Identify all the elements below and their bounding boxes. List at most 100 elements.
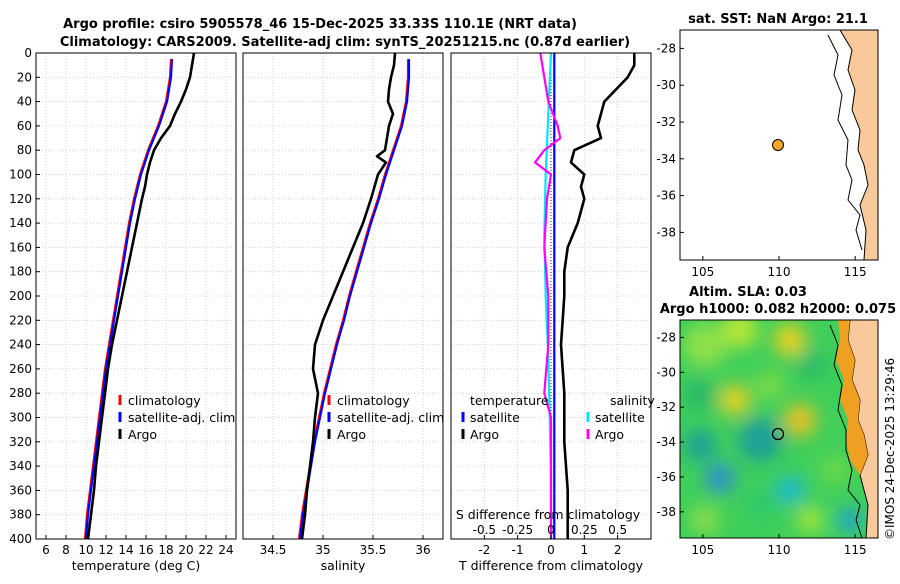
temperature-plot: 6 8 10 12 14 16 18 20 22 24 temperature (deg C) 0 20…	[9, 46, 237, 573]
sal-xtick-label: 35.5	[360, 543, 387, 557]
temp-ytick-label: 120	[9, 192, 32, 206]
sla-map: Altim. SLA: 0.03 Argo h1000: 0.082 h2000…	[656, 285, 896, 557]
sal-legend-label: Argo	[337, 427, 366, 442]
temp-legend-label: Argo	[128, 427, 157, 442]
diff-x2tick-label: 0.5	[608, 523, 627, 537]
sst-map: sat. SST: NaN Argo: 21.1 105 110 115 -28 -30…	[656, 12, 879, 279]
salinity-plot: 34.5 35 35.5 36 salinity climatology satellite…	[242, 52, 444, 573]
diff-x2tick-label: 0.25	[571, 523, 598, 537]
temp-ytick-label: 220	[9, 313, 32, 327]
temp-xlabel: temperature (deg C)	[72, 558, 201, 573]
sla-ytick-label: -34	[656, 435, 676, 449]
sla-argo-marker	[771, 427, 785, 441]
temp-xtick-label: 6	[42, 543, 50, 557]
sst-ytick-label: -32	[656, 115, 676, 129]
sla-ytick-label: -38	[656, 505, 676, 519]
diff-legend-temp-label: Argo	[470, 427, 499, 442]
temp-legend-label: climatology	[128, 393, 201, 408]
sla-map-title-1: Altim. SLA: 0.03	[689, 285, 807, 300]
diff-x2label: S difference from climatology	[456, 507, 641, 522]
temp-ytick-label: 20	[17, 70, 32, 84]
temp-ytick-label: 80	[17, 143, 32, 157]
sla-ytick-label: -36	[656, 470, 676, 484]
sla-map-axes: 105 110 115 -28 -30 -32 -34 -36 -38	[656, 330, 866, 557]
temp-ytick-label: 400	[9, 532, 32, 546]
sal-legend-label: satellite-adj. clim	[337, 410, 444, 425]
sst-ytick-label: -30	[656, 78, 676, 92]
diff-xlabel: T difference from climatology	[458, 558, 644, 573]
temp-xtick-label: 14	[118, 543, 133, 557]
temp-ytick-label: 240	[9, 338, 32, 352]
diff-legend-sal-title: salinity	[610, 393, 655, 408]
diff-legend-sal-label: satellite	[595, 410, 645, 425]
sst-map-axes: 105 110 115 -28 -30 -32 -34 -36 -38	[656, 41, 866, 279]
timestamp: ©IMOS 24-Dec-2025 13:29:46	[883, 358, 897, 540]
diff-x2tick-label: -0.25	[502, 523, 533, 537]
temp-series-argo	[86, 52, 196, 540]
temp-ytick-label: 140	[9, 216, 32, 230]
temp-ytick-label: 320	[9, 435, 32, 449]
temp-ytick-label: 180	[9, 265, 32, 279]
temp-ytick-label: 300	[9, 411, 32, 425]
sal-xlabel: salinity	[321, 558, 366, 573]
diff-x2tick-label: 0	[547, 523, 555, 537]
sla-field	[683, 320, 862, 534]
title-line-1: Argo profile: csiro 5905578_46 15-Dec-20…	[63, 17, 577, 32]
sal-frame	[242, 52, 444, 540]
sst-map-title: sat. SST: NaN Argo: 21.1	[688, 12, 868, 27]
sst-ytick-label: -38	[656, 225, 676, 239]
diff-xtick-label: 2	[614, 543, 622, 557]
temp-xtick-label: 10	[78, 543, 93, 557]
sla-ytick-label: -28	[656, 330, 676, 344]
temp-ytick-label: 40	[17, 95, 32, 109]
sal-xtick-label: 35	[315, 543, 330, 557]
temp-ytick-label: 100	[9, 168, 32, 182]
diff-xtick-label: 0	[547, 543, 555, 557]
temp-ytick-label: 160	[9, 240, 32, 254]
sst-ytick-label: -36	[656, 189, 676, 203]
sst-coastline-offshore	[827, 34, 863, 251]
sal-xtick-label: 34.5	[260, 543, 287, 557]
diff-legend-temp-title: temperature	[470, 393, 549, 408]
sla-coastline-offshore	[829, 324, 863, 538]
temp-ytick-label: 260	[9, 362, 32, 376]
temp-series-satellite-adj-clim	[84, 59, 174, 540]
temp-xtick-label: 16	[138, 543, 153, 557]
temp-ytick-label: 340	[9, 459, 32, 473]
temp-ytick-label: 380	[9, 508, 32, 522]
sla-ytick-label: -30	[656, 365, 676, 379]
diff-xtick-label: -2	[478, 543, 490, 557]
diff-xtick-label: -1	[512, 543, 524, 557]
temp-ytick-label: 280	[9, 386, 32, 400]
sla-ytick-label: -32	[656, 400, 676, 414]
diff-series-salinity-argo	[533, 52, 562, 539]
sst-argo-marker	[772, 139, 784, 151]
sst-ytick-label: -34	[656, 152, 676, 166]
temp-xtick-label: 18	[158, 543, 173, 557]
temp-xtick-label: 20	[178, 543, 193, 557]
temp-ytick-label: 0	[24, 46, 32, 60]
sst-xtick-label: 105	[691, 265, 714, 279]
temp-xtick-label: 12	[98, 543, 113, 557]
temp-xtick-label: 22	[198, 543, 213, 557]
temp-xtick-label: 8	[62, 543, 70, 557]
sal-series-argo	[300, 52, 397, 540]
temp-ytick-label: 200	[9, 289, 32, 303]
sst-xtick-label: 110	[768, 265, 791, 279]
title-line-2: Climatology: CARS2009. Satellite-adj cli…	[60, 35, 630, 50]
sla-xtick-label: 105	[691, 543, 714, 557]
temp-ytick-label: 60	[17, 119, 32, 133]
diff-xtick-label: 1	[581, 543, 589, 557]
sla-shelf	[836, 320, 868, 475]
temp-legend-label: satellite-adj. clim	[128, 410, 235, 425]
temp-ytick-label: 360	[9, 483, 32, 497]
diff-legend-sal-label: Argo	[595, 427, 624, 442]
sla-xtick-label: 110	[768, 543, 791, 557]
diff-series-temperature-argo	[559, 53, 636, 539]
temp-xtick-label: 24	[218, 543, 233, 557]
diff-legend-temp-label: satellite	[470, 410, 520, 425]
sst-ytick-label: -28	[656, 41, 676, 55]
sal-legend-label: climatology	[337, 393, 410, 408]
sal-xtick-label: 36	[415, 543, 430, 557]
